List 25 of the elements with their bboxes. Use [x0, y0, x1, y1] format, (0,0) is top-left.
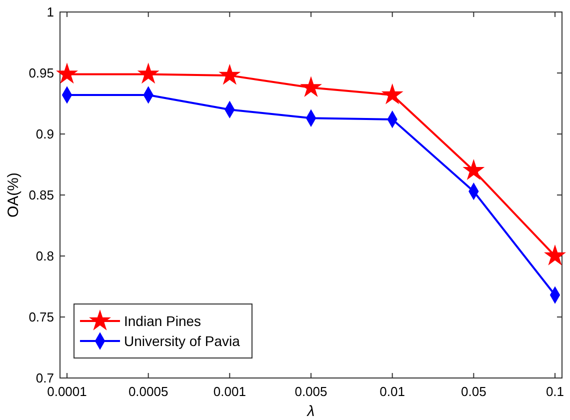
y-tick-label: 1 [46, 4, 54, 20]
x-tick-label: 0.001 [213, 384, 246, 399]
point [56, 62, 78, 84]
x-tick-label: 0.05 [461, 384, 486, 399]
y-tick-label: 0.85 [28, 188, 54, 203]
x-axis-title: λ [306, 403, 315, 420]
y-axis-title: OA(%) [5, 172, 22, 218]
x-tick-label: 0.0001 [47, 384, 87, 399]
y-tick-label: 0.8 [36, 248, 54, 264]
legend-label: Indian Pines [124, 312, 202, 329]
point [300, 76, 322, 97]
y-tick-label: 0.9 [36, 126, 54, 142]
legend-label: University of Pavia [124, 332, 240, 349]
point [218, 64, 241, 85]
x-tick-label: 0.0005 [128, 384, 168, 399]
point [381, 83, 404, 104]
y-tick-label: 0.7 [36, 370, 54, 386]
x-tick-label: 0.01 [380, 384, 405, 399]
point [137, 62, 160, 84]
x-tick-label: 0.1 [546, 384, 564, 399]
point [462, 159, 485, 180]
y-tick-label: 0.95 [28, 66, 54, 81]
x-tick-label: 0.005 [294, 384, 328, 399]
y-tick-label: 0.75 [28, 310, 54, 325]
point [544, 244, 566, 266]
